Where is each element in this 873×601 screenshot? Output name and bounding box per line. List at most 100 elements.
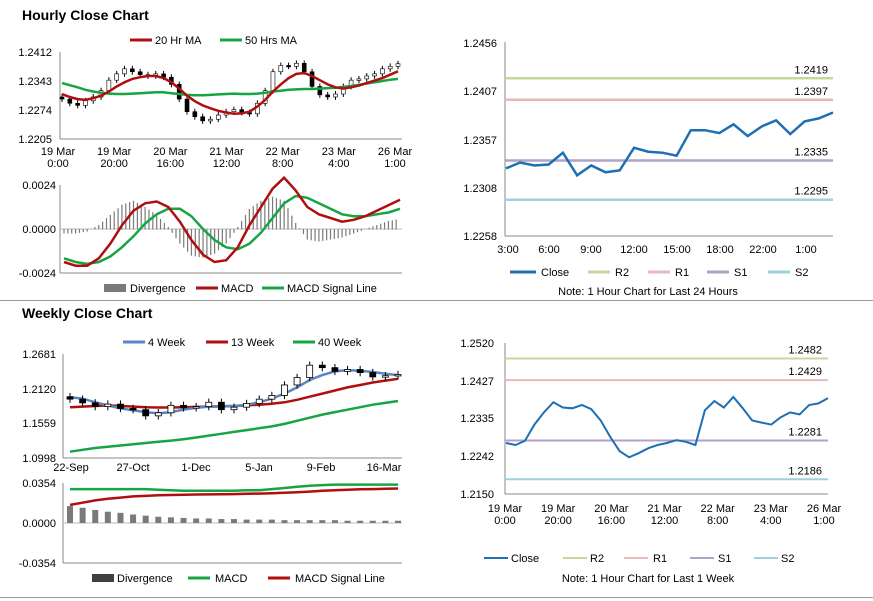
divergence-bar: [337, 229, 339, 239]
y-tick: 1.2242: [460, 451, 494, 463]
divergence-bar: [294, 520, 301, 523]
divergence-bar: [180, 517, 187, 523]
chart-note: Note: 1 Hour Chart for Last 24 Hours: [558, 286, 738, 298]
legend-label-signal: MACD Signal Line: [287, 283, 377, 295]
candle-body: [79, 398, 87, 404]
legend-label-close: Close: [511, 553, 539, 565]
divergence-bar: [333, 229, 335, 239]
candle-body: [184, 98, 190, 112]
x-tick: 18:00: [706, 244, 734, 256]
candle-body: [167, 404, 175, 414]
divergence-bar: [302, 229, 305, 235]
divergence-bar: [233, 229, 235, 233]
y-tick: 0.0000: [22, 224, 56, 236]
x-tick: 22 Mar: [266, 146, 301, 158]
divergence-bar: [113, 211, 115, 230]
divergence-bar: [132, 200, 135, 230]
divergence-bar: [357, 520, 364, 523]
candle-body: [255, 398, 263, 404]
divergence-bar: [193, 518, 200, 523]
candle-body: [122, 68, 127, 75]
x-tick: 23 Mar: [754, 503, 789, 515]
x-tick: 20 Mar: [594, 503, 629, 515]
divergence-bar: [322, 229, 324, 241]
candle-body: [344, 369, 351, 372]
y-tick: 1.2407: [463, 86, 497, 98]
divergence-bar: [376, 224, 378, 230]
divergence-bar: [190, 229, 193, 256]
divergence-bar: [130, 514, 137, 523]
hourly-pivot-chart: 1.2456 1.2407 1.2357 1.2308 1.2258 1.241…: [463, 38, 834, 298]
divergence-bar: [156, 214, 158, 230]
divergence-bar: [341, 229, 343, 238]
candle-body: [293, 377, 301, 386]
divergence-bar: [364, 229, 366, 230]
x-tick: 9-Feb: [307, 462, 336, 474]
x-tick: 1-Dec: [181, 462, 211, 474]
candle-body: [309, 71, 315, 87]
divergence-bar: [256, 519, 263, 523]
divergence-bar: [237, 226, 239, 230]
candle-body: [66, 396, 74, 400]
divergence-bar: [306, 520, 313, 523]
candle-body: [243, 403, 251, 408]
candle-body: [215, 114, 221, 120]
divergence-bar: [395, 219, 397, 230]
divergence-bar: [71, 229, 73, 234]
divergence-bar: [202, 229, 204, 258]
candle-body: [117, 403, 124, 409]
candle-body: [208, 118, 213, 122]
candle-body: [114, 73, 119, 81]
y-tick: 1.0998: [22, 453, 56, 465]
weekly-price-chart: 4 Week 13 Week 40 Week 1.2681 1.2120 1.1…: [22, 337, 402, 474]
candle-body: [356, 78, 362, 81]
candle-body: [395, 63, 401, 67]
legend-label-4-week: 4 Week: [148, 337, 186, 349]
x-tick: 4:00: [328, 158, 349, 170]
x-tick: 16:00: [598, 515, 626, 527]
x-tick: 27-Oct: [116, 462, 149, 474]
divergence-bar: [163, 222, 166, 230]
candle-body: [387, 65, 393, 70]
divergence-bar: [391, 220, 393, 230]
level-label-s2: 1.2295: [794, 186, 828, 198]
macd-line: [70, 483, 398, 493]
divergence-bar: [243, 519, 250, 523]
divergence-bar: [152, 212, 154, 230]
divergence-bar: [186, 229, 189, 252]
y-tick: 0.0000: [22, 518, 56, 530]
y-tick: 1.2681: [22, 349, 56, 361]
candle-body: [154, 412, 162, 417]
divergence-bar: [291, 215, 293, 230]
divergence-bar: [90, 229, 92, 230]
candle-body: [142, 409, 150, 417]
divergence-bar: [356, 229, 359, 233]
x-tick: 15:00: [663, 244, 691, 256]
candle-body: [180, 404, 187, 409]
y-tick: 1.2357: [463, 135, 497, 147]
divergence-bar: [206, 229, 208, 257]
candle-body: [83, 100, 88, 106]
divergence-bar: [144, 206, 146, 230]
x-tick: 21 Mar: [209, 146, 244, 158]
divergence-bar: [94, 226, 96, 230]
candle-body: [286, 65, 291, 68]
divergence-bar: [268, 519, 275, 523]
ma50-line: [61, 77, 399, 97]
hourly-price-chart: 20 Hr MA 50 Hrs MA 1.2412 1.2343 1.2274 …: [18, 35, 412, 170]
divergence-bar: [194, 229, 196, 257]
candle-body: [278, 65, 284, 73]
weekly-macd-chart: 0.0354 0.0000 -0.0354 Divergence MACD MA…: [19, 478, 402, 585]
level-label-s1: 1.2335: [794, 147, 828, 159]
weekly-section-title: Weekly Close Chart: [22, 305, 153, 321]
hourly-section-title: Hourly Close Chart: [22, 7, 149, 23]
legend-label-20hr-ma: 20 Hr MA: [155, 35, 202, 47]
legend-label-s2: S2: [795, 267, 808, 279]
x-tick: 19 Mar: [97, 146, 132, 158]
divergence-bar: [229, 229, 231, 239]
divergence-bar: [395, 520, 401, 523]
x-tick: 22:00: [749, 244, 777, 256]
divergence-bar: [331, 520, 338, 523]
divergence-bar: [248, 208, 250, 230]
